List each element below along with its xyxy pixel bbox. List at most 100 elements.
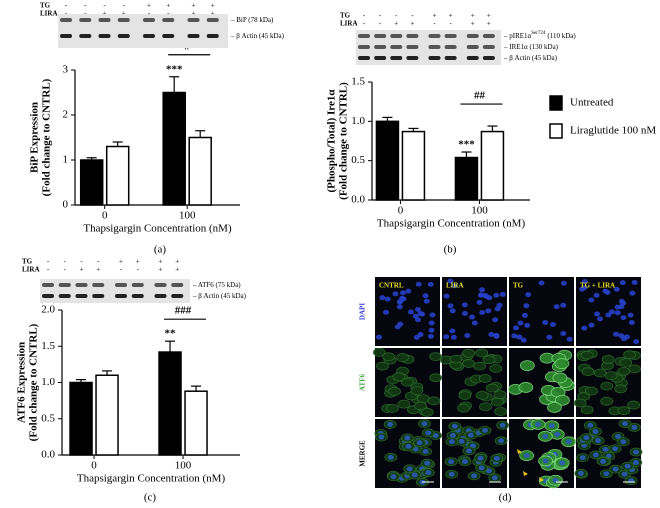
blot-band <box>115 294 127 298</box>
nucleus <box>387 421 394 427</box>
blot-band <box>358 34 370 38</box>
nucleus <box>620 300 627 306</box>
nucleus <box>428 327 435 333</box>
nucleus <box>422 448 429 454</box>
x-tick-label: 0 <box>398 205 404 217</box>
blot-sign: - <box>363 12 366 20</box>
blot-band <box>171 283 184 287</box>
blot-band <box>374 34 387 38</box>
blot-band <box>75 294 88 298</box>
nucleus <box>629 290 636 296</box>
blot-sign: + <box>103 10 107 18</box>
nucleus <box>559 460 566 466</box>
cell <box>580 350 594 360</box>
blot-sign: + <box>410 20 414 28</box>
blot-band <box>482 34 495 38</box>
nucleus <box>482 293 489 299</box>
nucleus <box>632 460 639 466</box>
arrowhead <box>517 449 522 454</box>
blot-band <box>444 34 457 38</box>
nucleus <box>523 303 530 309</box>
blot-band <box>143 34 155 38</box>
blot-band <box>374 56 387 60</box>
nucleus <box>466 448 473 454</box>
row-label: MERGE <box>359 440 367 467</box>
blot-sign: + <box>166 2 170 10</box>
nucleus <box>542 433 549 439</box>
nucleus <box>612 466 619 472</box>
blot-sign: - <box>449 20 452 28</box>
significance-label: *** <box>458 139 475 151</box>
cell <box>489 364 503 373</box>
blot-band-text: – pIRE1α <box>503 32 532 40</box>
significance-label: *** <box>166 63 183 75</box>
nucleus <box>603 471 610 477</box>
blot-band-text: – β Actin (45 kDa) <box>192 292 247 300</box>
blot-band <box>143 18 155 22</box>
nucleus <box>587 422 594 428</box>
blot-band <box>390 56 403 60</box>
nucleus <box>396 304 403 310</box>
blot-membrane <box>40 279 190 303</box>
y-axis-label: (Fold change to CNTRL) <box>28 323 40 441</box>
column-label: TG <box>513 282 524 290</box>
nucleus <box>613 331 620 337</box>
nucleus <box>479 309 486 315</box>
blot-band <box>75 283 88 287</box>
bar <box>105 145 130 206</box>
nucleus <box>427 281 434 287</box>
blot-band-text: Ser724 <box>531 31 546 36</box>
cell <box>585 386 598 396</box>
blot-sign: - <box>84 2 87 10</box>
y-tick-label: 1 <box>63 154 69 166</box>
nucleus <box>467 432 474 438</box>
nucleus <box>451 423 458 429</box>
blot-sign: + <box>192 10 196 18</box>
cell <box>410 386 424 396</box>
nucleus <box>419 311 426 317</box>
panel-caption: (c) <box>144 492 157 504</box>
cell <box>385 403 399 413</box>
y-tick-label: 0.0 <box>351 194 365 206</box>
blot-band <box>92 283 105 287</box>
blot-band <box>162 34 175 38</box>
cell <box>485 383 499 393</box>
nucleus <box>392 291 399 297</box>
significance-label: ** <box>165 328 177 340</box>
cell <box>420 407 434 417</box>
nucleus <box>552 477 559 483</box>
nucleus <box>493 333 500 339</box>
nucleus <box>521 312 528 318</box>
blot-band <box>162 18 175 22</box>
nucleus <box>396 299 403 305</box>
nucleus <box>407 309 414 315</box>
blot-sign: + <box>487 12 491 20</box>
blot-band-text: – BiP (78 kDa) <box>230 16 274 24</box>
cell <box>479 402 492 412</box>
blot-sign: + <box>80 266 84 274</box>
blot-sign: + <box>449 12 453 20</box>
nucleus <box>498 438 505 444</box>
nucleus <box>605 312 612 318</box>
blot-sign: + <box>159 258 163 266</box>
cell <box>519 360 535 372</box>
nucleus <box>577 470 584 476</box>
nucleus <box>614 310 621 316</box>
nucleus <box>447 278 454 284</box>
blot-band <box>154 283 167 287</box>
blot-band <box>466 56 479 60</box>
cell <box>490 397 504 407</box>
nucleus <box>390 474 397 480</box>
blot-band <box>406 34 419 38</box>
nucleus <box>423 298 430 304</box>
panel-caption: (d) <box>499 492 512 504</box>
nucleus <box>633 339 640 345</box>
y-tick-label: 2 <box>63 109 69 121</box>
y-tick-label: 0.0 <box>41 449 55 461</box>
nucleus <box>622 421 629 427</box>
nucleus <box>594 311 601 317</box>
nucleus <box>399 295 406 301</box>
cell <box>518 382 534 393</box>
nucleus <box>631 424 638 430</box>
nucleus <box>378 434 385 440</box>
